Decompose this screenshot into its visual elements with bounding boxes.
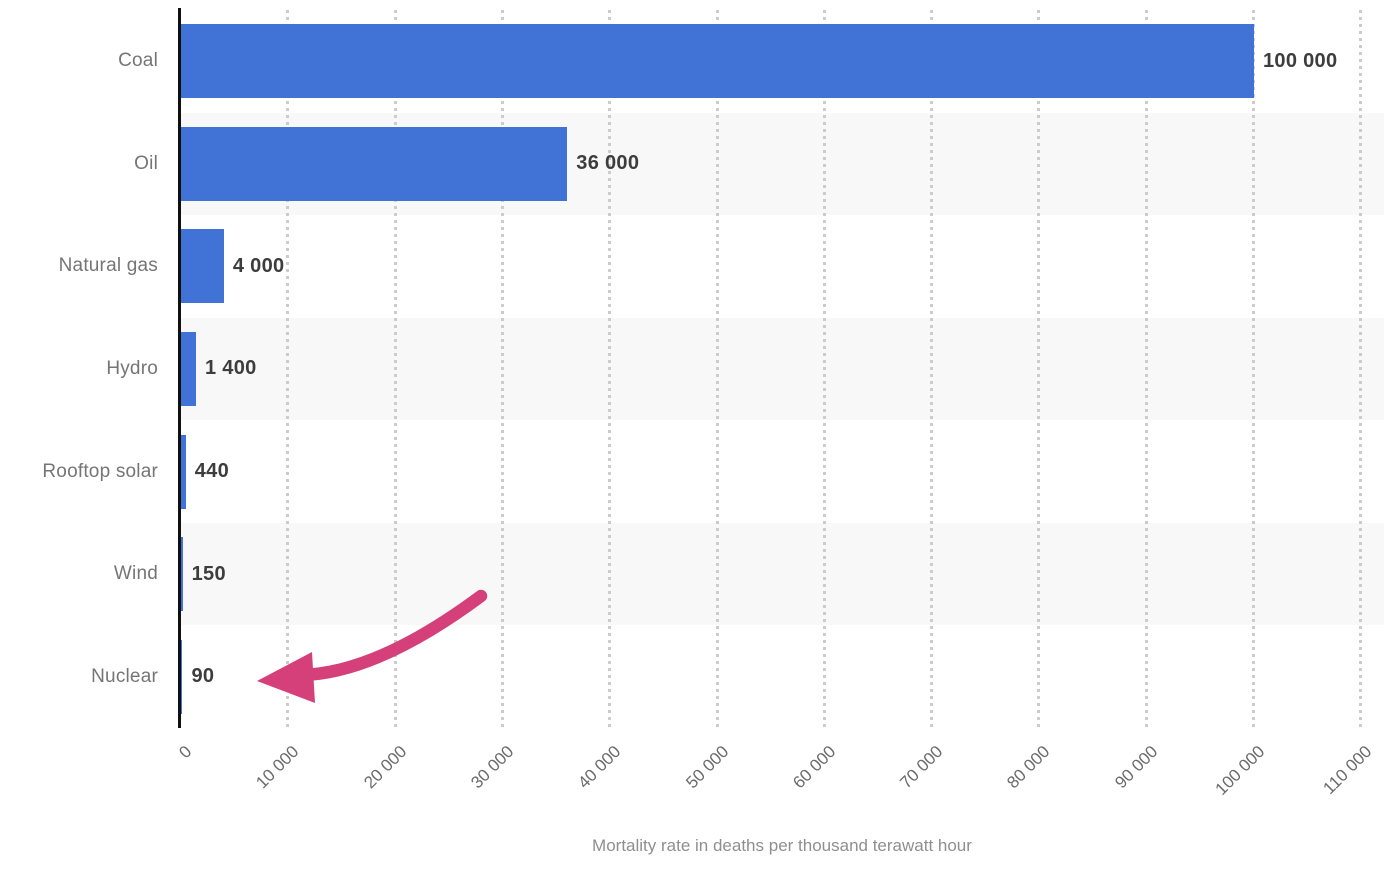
bar-wind: [181, 537, 183, 612]
row-band-hydro: [180, 317, 1384, 421]
value-label-coal: 100 000: [1263, 49, 1338, 72]
x-tick-label-0: 0: [175, 742, 196, 763]
gridline-20-000: [393, 10, 397, 728]
row-band-wind: [180, 522, 1384, 626]
value-label-nuclear: 90: [191, 665, 215, 688]
category-label-oil: Oil: [134, 152, 158, 174]
value-label-rooftop-solar: 440: [194, 460, 229, 483]
gridline-100-000: [1252, 10, 1255, 728]
x-tick-label-40-000: 40 000: [574, 742, 625, 793]
category-label-coal: Coal: [118, 50, 158, 72]
gridline-50-000: [715, 10, 719, 728]
gridline-30-000: [500, 10, 504, 728]
category-label-nuclear: Nuclear: [91, 665, 158, 687]
row-band-rooftop-solar: [180, 420, 1384, 523]
gridline-60-000: [822, 10, 826, 728]
value-label-wind: 150: [191, 562, 226, 585]
x-tick-label-90-000: 90 000: [1110, 742, 1162, 793]
row-band-nuclear: [180, 625, 1384, 728]
category-label-hydro: Hydro: [106, 357, 158, 379]
gridline-70-000: [930, 10, 934, 728]
bar-rooftop-solar: [181, 434, 186, 509]
x-tick-label-50-000: 50 000: [681, 742, 732, 793]
x-tick-label-30-000: 30 000: [467, 742, 518, 793]
gridline-10-000: [286, 10, 290, 728]
gridline-80-000: [1037, 10, 1041, 728]
x-tick-label-10-000: 10 000: [252, 742, 303, 793]
gridline-40-000: [608, 10, 612, 728]
bar-oil: [181, 126, 568, 201]
x-tick-label-60-000: 60 000: [789, 742, 840, 793]
x-tick-label-20-000: 20 000: [359, 742, 411, 793]
value-label-natural-gas: 4 000: [232, 254, 285, 277]
bar-nuclear: [181, 639, 182, 714]
value-label-hydro: 1 400: [205, 357, 257, 380]
x-tick-label-80-000: 80 000: [1003, 742, 1054, 793]
bar-natural-gas: [181, 229, 224, 304]
row-band-natural-gas: [180, 215, 1384, 318]
x-tick-label-100-000: 100 000: [1211, 742, 1269, 799]
y-axis-line: [178, 8, 181, 728]
x-tick-label-70-000: 70 000: [896, 742, 947, 793]
x-axis-title: Mortality rate in deaths per thousand te…: [592, 836, 972, 855]
category-label-rooftop-solar: Rooftop solar: [42, 460, 158, 482]
value-label-oil: 36 000: [576, 152, 640, 175]
category-label-wind: Wind: [113, 563, 158, 585]
gridline-90-000: [1144, 10, 1148, 728]
gridline-110-000: [1359, 10, 1363, 728]
category-label-natural-gas: Natural gas: [58, 255, 158, 277]
bar-hydro: [181, 332, 197, 406]
x-tick-label-110-000: 110 000: [1319, 742, 1376, 799]
bar-coal: [181, 24, 1254, 99]
